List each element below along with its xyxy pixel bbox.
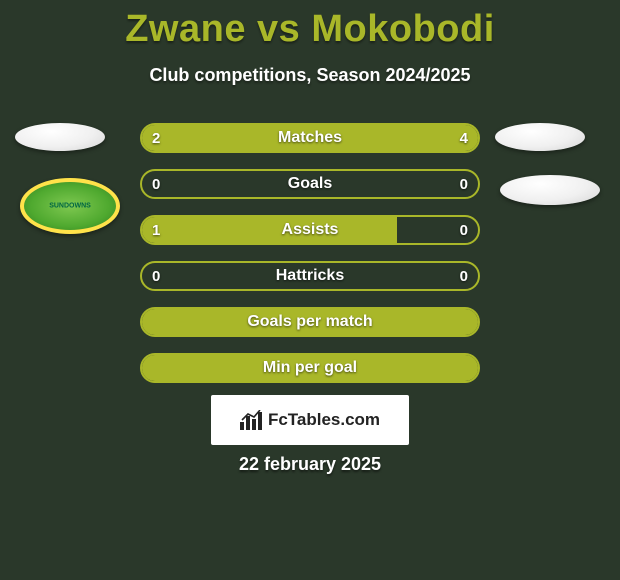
left-club-badge-label: SUNDOWNS [49,203,91,210]
left-player-ellipse-1 [15,123,105,151]
stat-row: Min per goal [140,353,480,383]
stat-row: Goals per match [140,307,480,337]
stat-fill-left [142,309,478,335]
page-title: Zwane vs Mokobodi [0,0,620,51]
comparison-chart: 24Matches00Goals10Assists00HattricksGoal… [140,123,480,399]
stat-label: Hattricks [142,263,478,289]
stat-value-left: 0 [152,263,160,289]
date-label: 22 february 2025 [0,454,620,475]
branding-text: FcTables.com [268,410,380,430]
stat-row: 0 0Goals [140,169,480,199]
bar-chart-icon [240,410,262,430]
stat-value-left: 0 [152,171,160,197]
stat-fill-left [142,217,397,243]
stat-value-right: 0 [460,171,468,197]
stat-fill-right [254,125,478,151]
left-club-badge: SUNDOWNS [20,178,120,234]
stat-row: 10Assists [140,215,480,245]
stat-row: 24Matches [140,123,480,153]
stat-label: Goals [142,171,478,197]
stat-value-left: 2 [152,125,160,151]
stat-value-left: 1 [152,217,160,243]
branding-panel: FcTables.com [211,395,409,445]
page-subtitle: Club competitions, Season 2024/2025 [0,65,620,86]
stat-value-right: 4 [460,125,468,151]
stat-value-right: 0 [460,217,468,243]
stat-fill-left [142,355,478,381]
stat-row: 0 0Hattricks [140,261,480,291]
right-player-ellipse-1 [495,123,585,151]
right-player-ellipse-2 [500,175,600,205]
stat-value-right: 0 [460,263,468,289]
